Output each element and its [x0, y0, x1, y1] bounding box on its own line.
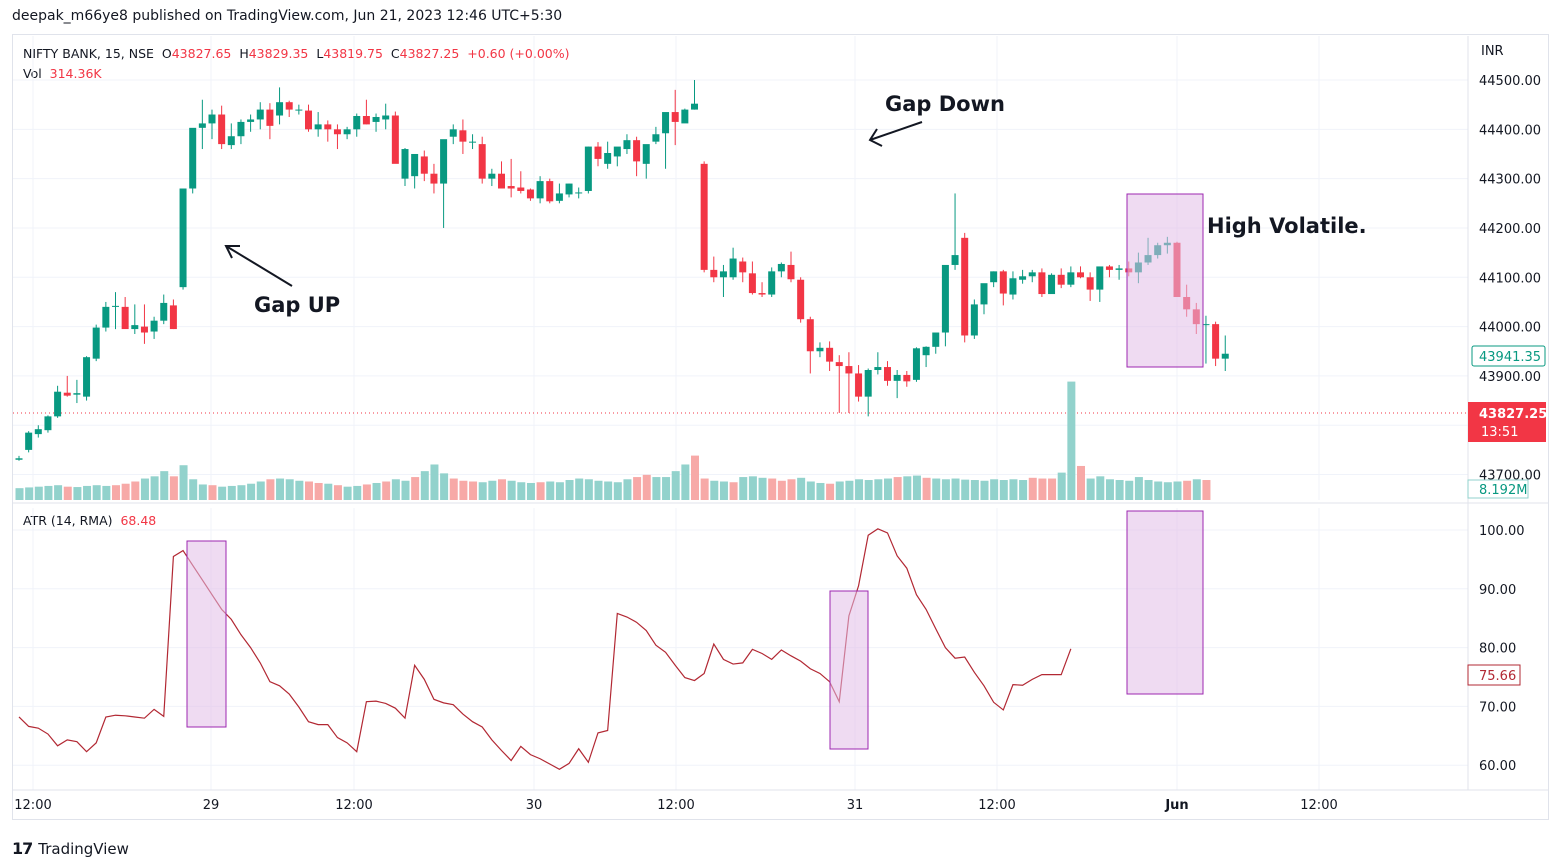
- atr-legend: ATR (14, RMA) 68.48: [23, 513, 156, 528]
- volume-label: Vol: [23, 66, 42, 81]
- volume-legend: Vol 314.36K: [23, 66, 102, 81]
- publisher-line: deepak_m66ye8 published on TradingView.c…: [12, 8, 563, 24]
- chart-frame: [12, 34, 1549, 820]
- low-label: L: [316, 46, 324, 61]
- change-value: +0.60 (+0.00%): [467, 46, 570, 61]
- footer: 17 TradingView: [12, 839, 129, 858]
- volume-value: 314.36K: [49, 66, 102, 81]
- price-legend: NIFTY BANK, 15, NSE O43827.65 H43829.35 …: [23, 46, 569, 61]
- symbol-label[interactable]: NIFTY BANK, 15, NSE: [23, 46, 154, 61]
- footer-brand[interactable]: TradingView: [38, 839, 129, 858]
- atr-value: 68.48: [120, 513, 157, 528]
- low-value: 43819.75: [323, 46, 383, 61]
- open-value: 43827.65: [171, 46, 232, 61]
- high-value: 43829.35: [248, 46, 309, 61]
- close-label: C: [390, 46, 400, 61]
- open-label: O: [161, 46, 172, 61]
- close-value: 43827.25: [399, 46, 460, 61]
- tradingview-logo-icon: 17: [12, 839, 33, 858]
- high-label: H: [239, 46, 249, 61]
- atr-label[interactable]: ATR (14, RMA): [23, 513, 113, 528]
